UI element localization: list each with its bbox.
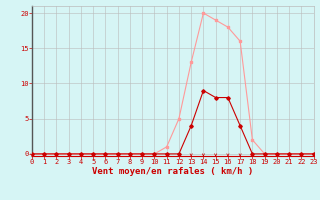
X-axis label: Vent moyen/en rafales ( km/h ): Vent moyen/en rafales ( km/h )	[92, 167, 253, 176]
